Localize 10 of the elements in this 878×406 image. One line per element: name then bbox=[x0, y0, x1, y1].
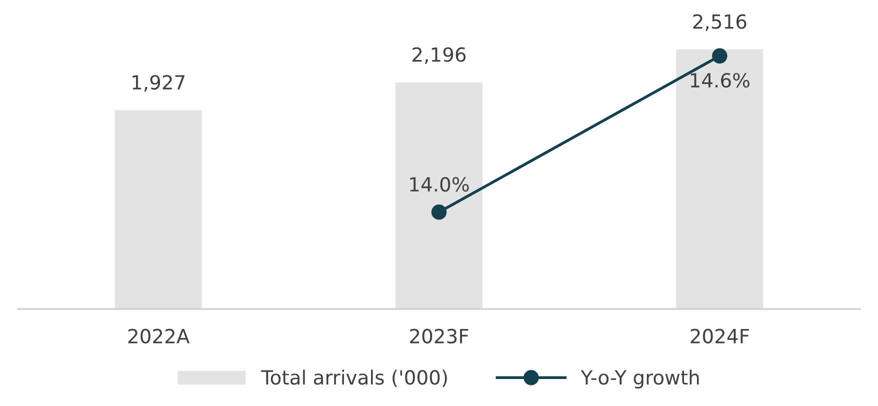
legend-label: Total arrivals ('000) bbox=[261, 370, 447, 388]
data-label: 1,927 bbox=[132, 74, 185, 92]
x-tick-label: 2024F bbox=[690, 328, 749, 344]
x-tick-label: 2023F bbox=[410, 328, 468, 344]
x-tick-label: 2022A bbox=[128, 328, 190, 344]
data-label: 14.6% bbox=[690, 72, 750, 88]
data-label: 2,516 bbox=[693, 14, 746, 31]
legend-label: Y-o-Y growth bbox=[580, 370, 699, 388]
data-label: 14.0% bbox=[410, 177, 469, 192]
data-label: 2,196 bbox=[412, 47, 466, 64]
